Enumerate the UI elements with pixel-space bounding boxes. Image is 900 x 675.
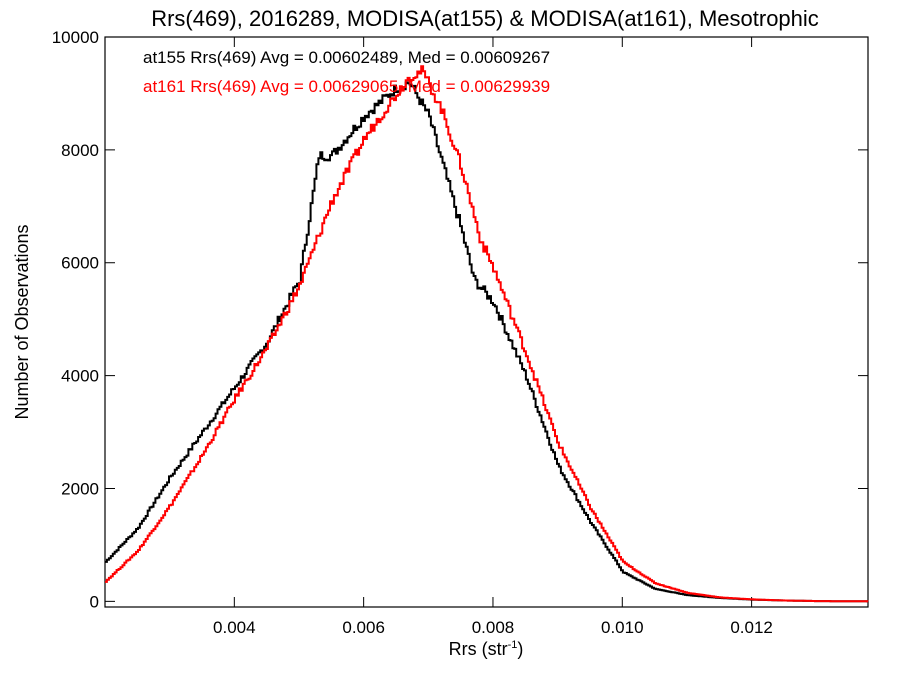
x-tick-label: 0.006	[342, 618, 385, 637]
series-line-at161	[105, 65, 869, 603]
legend-entry-at155: at155 Rrs(469) Avg = 0.00602489, Med = 0…	[143, 48, 550, 67]
x-axis-label: Rrs (str-1)	[449, 639, 524, 659]
y-tick-label: 0	[90, 592, 99, 611]
x-tick-label: 0.004	[213, 618, 256, 637]
y-tick-label: 8000	[61, 141, 99, 160]
y-axis-ticks: 0 2000 4000 6000 8000 10000	[52, 28, 868, 611]
x-tick-label: 0.012	[730, 618, 773, 637]
plot-frame	[104, 36, 869, 608]
x-tick-label: 0.008	[472, 618, 515, 637]
series-lines	[105, 65, 869, 603]
y-tick-label: 2000	[61, 479, 99, 498]
x-tick-label: 0.010	[601, 618, 644, 637]
y-tick-label: 6000	[61, 254, 99, 273]
x-axis-ticks: 0.004 0.006 0.008 0.010 0.012	[213, 37, 773, 637]
series-line-at155	[105, 81, 869, 603]
legend-entry-at161: at161 Rrs(469) Avg = 0.00629065, Med = 0…	[143, 77, 550, 96]
y-tick-label: 10000	[52, 28, 99, 47]
y-axis-label: Number of Observations	[12, 224, 32, 419]
chart-title: Rrs(469), 2016289, MODISA(at155) & MODIS…	[151, 6, 819, 31]
y-tick-label: 4000	[61, 367, 99, 386]
